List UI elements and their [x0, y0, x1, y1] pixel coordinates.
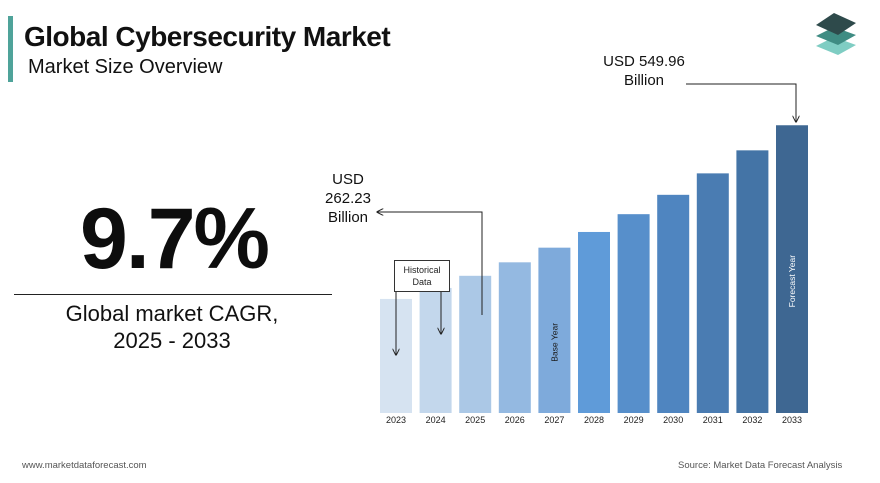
- logo-layer-middle: [816, 27, 856, 45]
- bar-annotation-2033: Forecast Year: [787, 255, 797, 308]
- bar-2024: [419, 287, 452, 413]
- callout-2033-line2: Billion: [623, 72, 665, 89]
- cagr-label-line2: 2025 - 2033: [113, 328, 231, 353]
- x-tick-label-2027: 2027: [544, 415, 564, 425]
- bar-2027: [538, 247, 571, 413]
- x-tick-label-2026: 2026: [505, 415, 525, 425]
- x-tick-label-2023: 2023: [386, 415, 406, 425]
- bar-2033: [776, 125, 808, 413]
- x-tick-label-2025: 2025: [465, 415, 485, 425]
- callout-2025-line2: 262.23: [325, 190, 371, 207]
- historical-data-line2: Data: [412, 277, 432, 287]
- bar-2028: [578, 231, 610, 413]
- arrow-callout-2025: [377, 212, 483, 315]
- bar-2026: [498, 262, 531, 413]
- page-subtitle: Market Size Overview: [28, 56, 223, 78]
- callout-2025-value: USD 262.23 Billion: [312, 170, 384, 227]
- x-tick-label-2032: 2032: [742, 415, 762, 425]
- bar-2025: [459, 275, 492, 413]
- cagr-divider: [14, 294, 332, 295]
- bar-2030: [657, 194, 690, 413]
- x-tick-label-2028: 2028: [584, 415, 604, 425]
- x-tick-label-2029: 2029: [624, 415, 644, 425]
- x-tick-label-2030: 2030: [663, 415, 683, 425]
- arrow-callout-2033: [686, 83, 796, 122]
- bar-annotation-2027: Base Year: [549, 323, 559, 362]
- footer-source: Source: Market Data Forecast Analysis: [678, 460, 843, 471]
- title-accent-bar: [8, 16, 13, 82]
- footer-website: www.marketdataforecast.com: [22, 460, 147, 471]
- x-tick-label-2033: 2033: [782, 415, 802, 425]
- cagr-value: 9.7%: [80, 191, 270, 287]
- callout-2025-line3: Billion: [327, 209, 369, 226]
- callout-2033-line1: USD 549.96: [603, 53, 685, 70]
- historical-data-box: Historical Data: [394, 260, 450, 292]
- bar-2029: [617, 214, 650, 413]
- cagr-label: Global market CAGR, 2025 - 2033: [22, 300, 322, 354]
- x-tick-label-2031: 2031: [703, 415, 723, 425]
- cagr-label-line1: Global market CAGR,: [65, 301, 279, 326]
- callout-2025-line1: USD: [332, 171, 364, 188]
- bar-2032: [736, 150, 769, 413]
- x-tick-label-2024: 2024: [426, 415, 446, 425]
- historical-data-line1: Historical: [403, 265, 441, 275]
- callout-2033-value: USD 549.96 Billion: [585, 52, 703, 90]
- brand-logo-icon: [816, 13, 856, 55]
- logo-layer-bottom: [816, 37, 856, 55]
- bar-2031: [696, 173, 729, 413]
- page-title: Global Cybersecurity Market: [24, 21, 391, 52]
- logo-layer-top: [816, 13, 856, 35]
